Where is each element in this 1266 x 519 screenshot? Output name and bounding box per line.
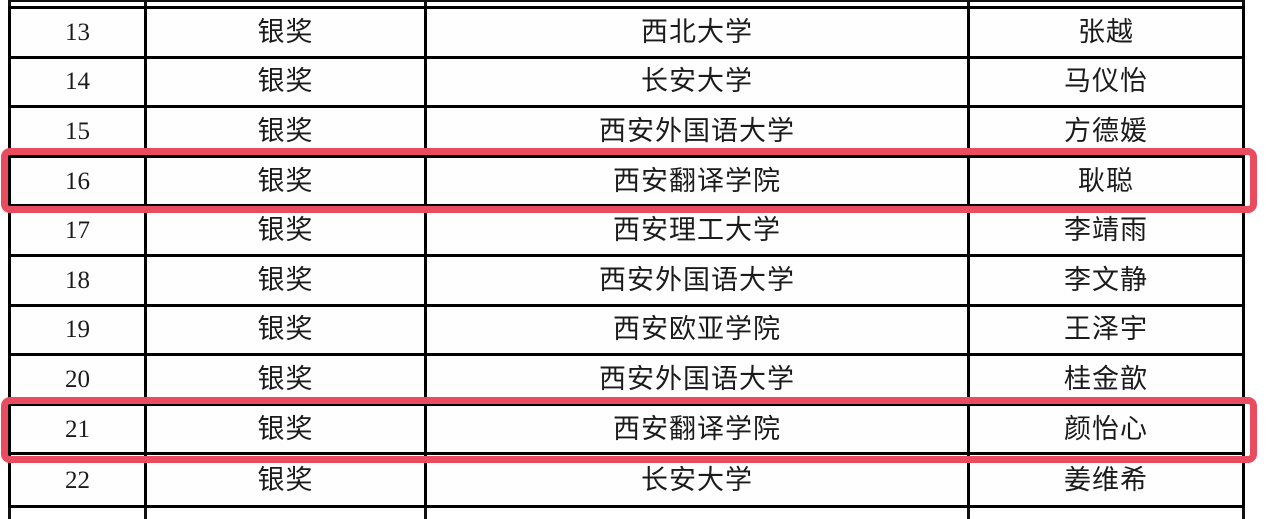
results-table: 13 银奖 西北大学 张越 14 银奖 长安大学 马仪怡 15 银奖 西安外国语… xyxy=(8,6,1245,508)
cell-rank: 14 xyxy=(11,58,147,109)
cell-award: 银奖 xyxy=(147,256,427,307)
cell-name: 张越 xyxy=(970,9,1242,59)
cell-rank: 18 xyxy=(11,256,147,307)
cell-rank: 16 xyxy=(11,157,147,208)
column-border-stub xyxy=(144,0,147,8)
cell-rank: 21 xyxy=(11,405,147,456)
cell-school: 西安外国语大学 xyxy=(427,108,970,158)
cell-school: 西安欧亚学院 xyxy=(427,306,970,357)
column-border-stub xyxy=(8,0,11,8)
cell-award: 银奖 xyxy=(147,9,427,59)
cell-school: 西安理工大学 xyxy=(427,207,970,257)
cell-school: 长安大学 xyxy=(427,455,970,505)
cell-award: 银奖 xyxy=(147,306,427,357)
cell-school: 西北大学 xyxy=(427,9,970,59)
cell-rank: 20 xyxy=(11,356,147,406)
cell-name: 李靖雨 xyxy=(970,207,1242,257)
cell-school: 西安翻译学院 xyxy=(427,405,970,456)
cell-school: 长安大学 xyxy=(427,58,970,109)
cell-name: 李文静 xyxy=(970,257,1242,307)
cell-name: 耿聪 xyxy=(970,158,1242,208)
column-border-stub xyxy=(424,508,427,519)
cell-name: 姜维希 xyxy=(1064,464,1148,495)
table-top-edge-line xyxy=(8,0,1245,2)
column-border-stub xyxy=(1242,0,1245,8)
cell-rank: 22 xyxy=(11,455,147,505)
cell-name: 桂金歆 xyxy=(970,356,1242,406)
column-border-stub xyxy=(1242,508,1245,519)
cell-award: 银奖 xyxy=(147,207,427,257)
cell-award: 银奖 xyxy=(147,58,427,109)
cell-rank: 19 xyxy=(11,306,147,357)
column-border-stub xyxy=(967,508,970,519)
column-border-stub xyxy=(8,508,11,519)
cell-award: 银奖 xyxy=(147,455,427,505)
cell-school: 西安外国语大学 xyxy=(427,356,970,406)
column-border-stub xyxy=(424,0,427,8)
cell-award: 银奖 xyxy=(147,356,427,406)
cell-name: 方德媛 xyxy=(970,108,1242,158)
cell-rank: 17 xyxy=(11,207,147,257)
cell-school: 西安外国语大学 xyxy=(427,256,970,307)
cell-name: 颜怡心 xyxy=(970,406,1242,456)
cell-name: 马仪怡 xyxy=(970,59,1242,109)
column-border-stub xyxy=(144,508,147,519)
cell-name: 王泽宇 xyxy=(970,307,1242,357)
column-border-stub xyxy=(967,0,970,8)
cell-rank: 13 xyxy=(11,9,147,59)
cell-award: 银奖 xyxy=(147,405,427,456)
cell-rank: 15 xyxy=(11,108,147,158)
cell-award: 银奖 xyxy=(147,157,427,208)
cell-school: 西安翻译学院 xyxy=(427,157,970,208)
cell-award: 银奖 xyxy=(147,108,427,158)
